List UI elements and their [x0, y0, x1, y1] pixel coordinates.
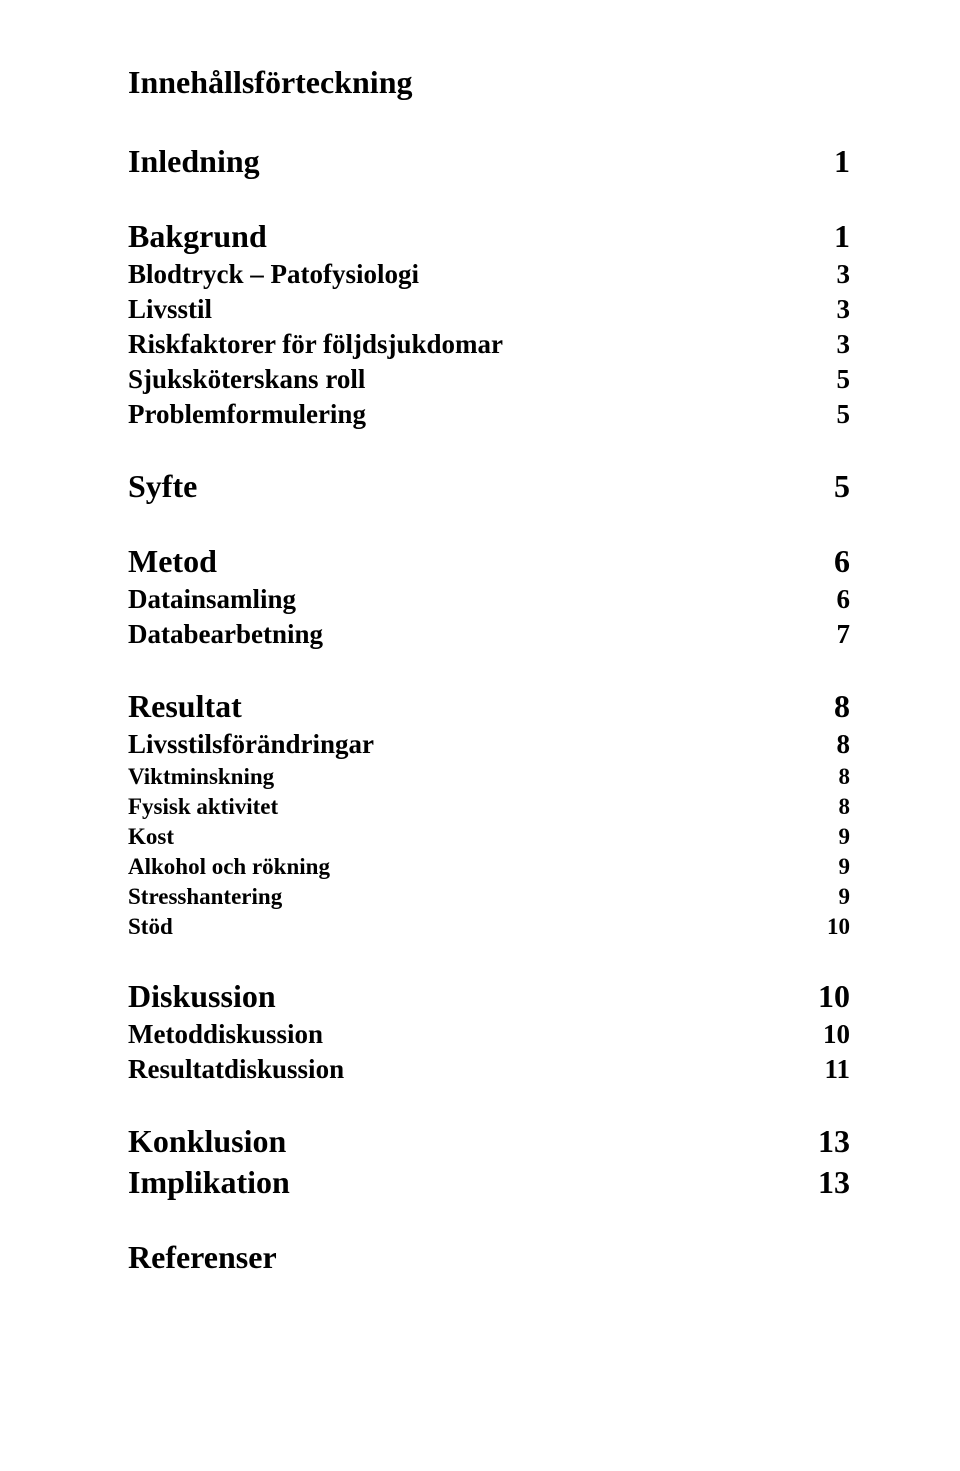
toc-label: Resultat [128, 688, 790, 725]
toc-row-resultatdisk: Resultatdiskussion 11 [128, 1054, 850, 1085]
toc-label: Syfte [128, 468, 790, 505]
toc-page-num: 6 [790, 584, 850, 615]
spacer [128, 1085, 850, 1123]
toc-label: Bakgrund [128, 218, 790, 255]
toc-row-referenser: Referenser [128, 1239, 850, 1276]
toc-row-stod: Stöd 10 [128, 914, 850, 940]
toc-row-implikation: Implikation 13 [128, 1164, 850, 1201]
toc-label: Inledning [128, 143, 790, 180]
toc-row-syfte: Syfte 5 [128, 468, 850, 505]
toc-label: Referenser [128, 1239, 790, 1276]
toc-page-num: 13 [790, 1123, 850, 1160]
toc-label: Blodtryck – Patofysiologi [128, 259, 790, 290]
toc-label: Livsstilsförändringar [128, 729, 790, 760]
toc-row-inledning: Inledning 1 [128, 143, 850, 180]
toc-page-num: 1 [790, 143, 850, 180]
toc-row-resultat: Resultat 8 [128, 688, 850, 725]
toc-page: Innehållsförteckning Inledning 1 Bakgrun… [0, 0, 960, 1471]
toc-page-num: 3 [790, 259, 850, 290]
toc-label: Alkohol och rökning [128, 854, 790, 880]
toc-page-num: 10 [790, 978, 850, 1015]
toc-label: Implikation [128, 1164, 790, 1201]
toc-label: Stresshantering [128, 884, 790, 910]
toc-label: Konklusion [128, 1123, 790, 1160]
toc-page-num: 1 [790, 218, 850, 255]
toc-row-fysisk: Fysisk aktivitet 8 [128, 794, 850, 820]
toc-label: Riskfaktorer för följdsjukdomar [128, 329, 790, 360]
toc-page-num: 5 [790, 364, 850, 395]
toc-row-stresshantering: Stresshantering 9 [128, 884, 850, 910]
toc-page-num: 8 [790, 764, 850, 790]
toc-label: Metod [128, 543, 790, 580]
spacer [128, 430, 850, 468]
toc-label: Resultatdiskussion [128, 1054, 790, 1085]
toc-label: Datainsamling [128, 584, 790, 615]
toc-row-blodtryck: Blodtryck – Patofysiologi 3 [128, 259, 850, 290]
toc-label: Kost [128, 824, 790, 850]
toc-row-livsstilsfor: Livsstilsförändringar 8 [128, 729, 850, 760]
toc-row-metoddiskussion: Metoddiskussion 10 [128, 1019, 850, 1050]
toc-page-num: 5 [790, 468, 850, 505]
spacer [128, 505, 850, 543]
spacer [128, 1201, 850, 1239]
toc-page-num: 10 [790, 914, 850, 940]
toc-row-datainsamling: Datainsamling 6 [128, 584, 850, 615]
toc-page-num: 6 [790, 543, 850, 580]
toc-label: Fysisk aktivitet [128, 794, 790, 820]
toc-row-bakgrund: Bakgrund 1 [128, 218, 850, 255]
toc-page-num: 8 [790, 729, 850, 760]
toc-label: Metoddiskussion [128, 1019, 790, 1050]
toc-title: Innehållsförteckning [128, 64, 850, 101]
toc-label: Problemformulering [128, 399, 790, 430]
toc-label: Livsstil [128, 294, 790, 325]
spacer [128, 180, 850, 218]
toc-row-riskfaktorer: Riskfaktorer för följdsjukdomar 3 [128, 329, 850, 360]
toc-row-livsstil: Livsstil 3 [128, 294, 850, 325]
toc-label: Stöd [128, 914, 790, 940]
toc-row-diskussion: Diskussion 10 [128, 978, 850, 1015]
toc-page-num: 8 [790, 794, 850, 820]
toc-row-databearbetning: Databearbetning 7 [128, 619, 850, 650]
toc-page-num: 9 [790, 824, 850, 850]
spacer [128, 650, 850, 688]
toc-page-num: 9 [790, 884, 850, 910]
toc-page-num: 8 [790, 688, 850, 725]
toc-page-num: 13 [790, 1164, 850, 1201]
toc-page-num: 9 [790, 854, 850, 880]
spacer [128, 940, 850, 978]
toc-row-metod: Metod 6 [128, 543, 850, 580]
toc-row-sjukskoterskans: Sjuksköterskans roll 5 [128, 364, 850, 395]
toc-page-num: 11 [790, 1054, 850, 1085]
toc-page-num: 7 [790, 619, 850, 650]
toc-page-num: 3 [790, 329, 850, 360]
toc-page-num: 3 [790, 294, 850, 325]
toc-page-num: 5 [790, 399, 850, 430]
toc-label: Databearbetning [128, 619, 790, 650]
toc-row-kost: Kost 9 [128, 824, 850, 850]
toc-row-alkohol: Alkohol och rökning 9 [128, 854, 850, 880]
toc-row-konklusion: Konklusion 13 [128, 1123, 850, 1160]
toc-page-num: 10 [790, 1019, 850, 1050]
toc-label: Viktminskning [128, 764, 790, 790]
toc-row-problemform: Problemformulering 5 [128, 399, 850, 430]
toc-label: Sjuksköterskans roll [128, 364, 790, 395]
toc-row-viktminskning: Viktminskning 8 [128, 764, 850, 790]
toc-label: Diskussion [128, 978, 790, 1015]
